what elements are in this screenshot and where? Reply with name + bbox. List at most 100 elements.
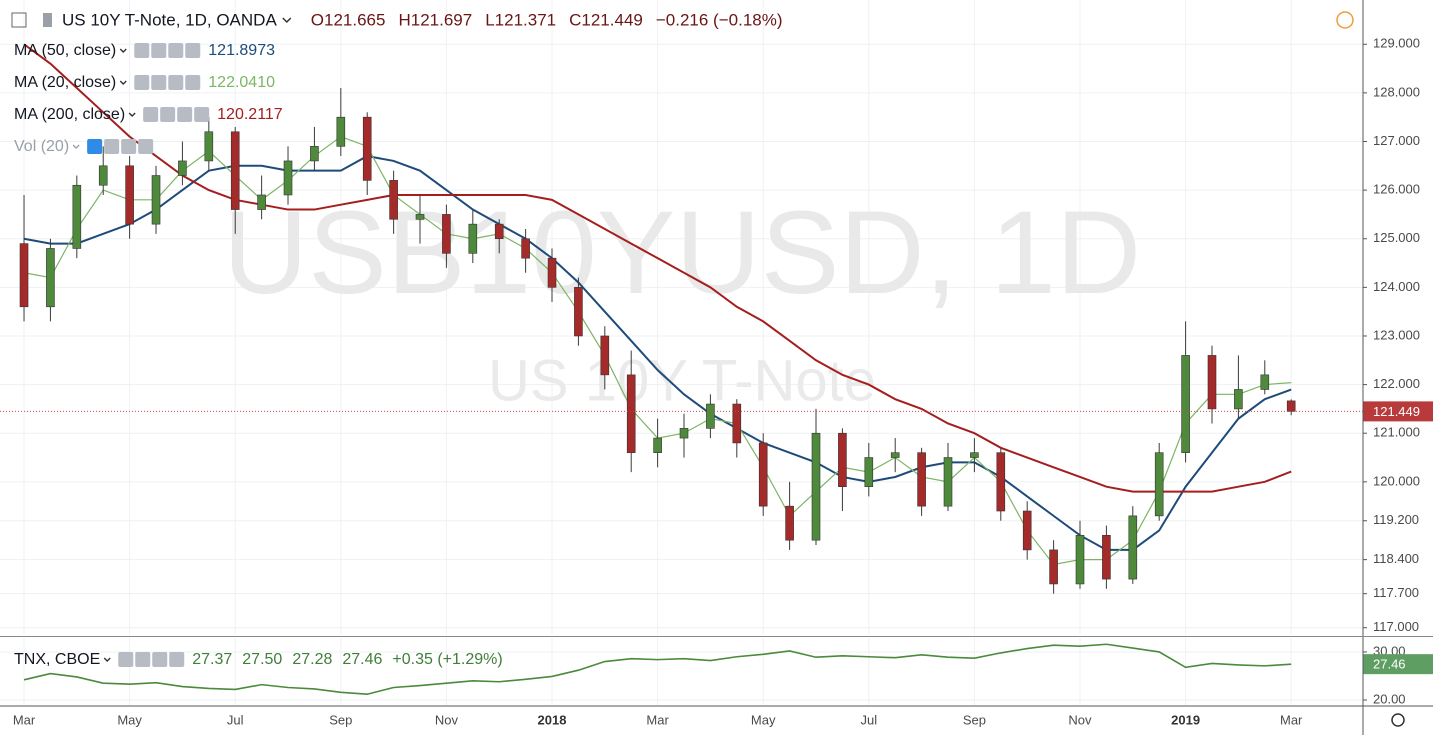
x-tick-label: May <box>117 712 142 727</box>
candle-body <box>1102 535 1111 580</box>
settings-icon[interactable] <box>1391 713 1405 727</box>
candle-body <box>838 432 847 488</box>
tnx-label-box <box>1363 654 1433 675</box>
legend-name: MA (20, close) <box>14 74 116 91</box>
dropdown-chevron[interactable] <box>72 144 80 149</box>
x-tick-label: 2018 <box>538 712 567 727</box>
legend-button[interactable] <box>134 43 150 58</box>
legend-button[interactable] <box>185 75 201 90</box>
x-tick-label: Mar <box>646 712 669 727</box>
candle-body <box>1154 452 1164 517</box>
candle-body <box>890 452 900 458</box>
candle-body <box>732 403 742 444</box>
candle-body <box>46 248 55 308</box>
candle-body <box>310 146 319 162</box>
candle-body <box>442 214 451 254</box>
x-tick-label: Sep <box>329 712 352 727</box>
legend-button[interactable] <box>194 107 210 122</box>
change-label: −0.216 (−0.18%) <box>656 10 783 29</box>
x-tick-label: Jul <box>860 712 877 727</box>
collapse-button[interactable] <box>11 12 27 28</box>
y-tick-label: 126.000 <box>1373 182 1420 197</box>
candle-body <box>72 184 82 249</box>
ohlc-label: O121.665 <box>311 10 386 29</box>
dropdown-chevron[interactable] <box>119 48 127 53</box>
legend-name: MA (50, close) <box>14 42 116 59</box>
y-tick-label: 128.000 <box>1373 84 1420 99</box>
candle-body <box>415 214 425 220</box>
y-tick-label: 118.400 <box>1373 551 1419 566</box>
candle-body <box>970 452 979 458</box>
ohlc-label: H121.697 <box>398 10 472 29</box>
y-tick-label: 127.000 <box>1373 133 1420 148</box>
candle-body <box>389 180 398 220</box>
candle-body <box>1207 355 1217 410</box>
dropdown-chevron[interactable] <box>119 80 127 85</box>
candle-body <box>230 131 240 210</box>
dropdown-chevron[interactable] <box>103 657 111 662</box>
legend-value: 122.0410 <box>208 74 275 91</box>
y-tick-label: 122.000 <box>1373 376 1420 391</box>
candle-body <box>98 165 108 186</box>
y-tick-label: 20.00 <box>1373 691 1406 706</box>
candle-body <box>1075 535 1085 585</box>
legend-button[interactable] <box>177 107 193 122</box>
legend-button[interactable] <box>143 107 159 122</box>
legend-button[interactable] <box>151 43 167 58</box>
legend-button[interactable] <box>151 75 167 90</box>
legend-name: Vol (20) <box>14 138 69 155</box>
price-label: 121.449 <box>1373 404 1420 419</box>
x-tick-label: Mar <box>13 712 36 727</box>
candle-body <box>521 238 530 259</box>
candle-body <box>1128 515 1138 580</box>
legend-name: MA (200, close) <box>14 106 125 123</box>
candle-body <box>362 116 372 181</box>
legend-button[interactable] <box>118 652 134 667</box>
candle-body <box>706 403 715 429</box>
x-tick-label: Jul <box>227 712 244 727</box>
alert-icon <box>1336 11 1354 29</box>
y-tick-label: 121.000 <box>1373 425 1420 440</box>
price-label-box <box>1363 401 1433 422</box>
candle-body <box>917 452 926 507</box>
x-tick-label: Nov <box>435 712 459 727</box>
legend-button[interactable] <box>134 75 150 90</box>
candle-body <box>1049 549 1058 585</box>
candle-body <box>547 257 557 288</box>
candle-body <box>653 437 662 453</box>
y-tick-label: 124.000 <box>1373 279 1420 294</box>
dropdown-chevron[interactable] <box>128 112 136 117</box>
legend-button[interactable] <box>121 139 137 154</box>
legend-button[interactable] <box>168 75 184 90</box>
legend-button[interactable] <box>160 107 176 122</box>
candle-body <box>574 287 583 337</box>
candle-body <box>151 175 161 225</box>
legend-button[interactable] <box>135 652 151 667</box>
tnx-title: TNX, CBOE <box>14 651 100 668</box>
y-tick-label: 129.000 <box>1373 36 1420 51</box>
y-tick-label: 123.000 <box>1373 327 1420 342</box>
legend-button[interactable] <box>87 139 103 154</box>
legend-button[interactable] <box>104 139 120 154</box>
legend-button[interactable] <box>185 43 201 58</box>
candle-body <box>785 505 794 541</box>
tnx-quote: 27.46 <box>342 651 382 668</box>
candle-body <box>679 428 689 439</box>
legend-button[interactable] <box>169 652 185 667</box>
ohlc-label: C121.449 <box>569 10 643 29</box>
legend-button[interactable] <box>138 139 154 154</box>
candle-body <box>1234 389 1243 410</box>
candle-body <box>468 223 478 254</box>
candle-body <box>996 452 1006 512</box>
candle-body <box>178 160 187 176</box>
dropdown-chevron[interactable] <box>282 17 292 24</box>
candle-body <box>864 457 874 488</box>
tnx-change: +0.35 (+1.29%) <box>392 651 502 668</box>
legend-button[interactable] <box>168 43 184 58</box>
x-tick-label: May <box>751 712 776 727</box>
x-tick-label: Sep <box>963 712 986 727</box>
candle-body <box>125 165 134 225</box>
legend-button[interactable] <box>152 652 168 667</box>
y-tick-label: 117.000 <box>1373 619 1419 634</box>
